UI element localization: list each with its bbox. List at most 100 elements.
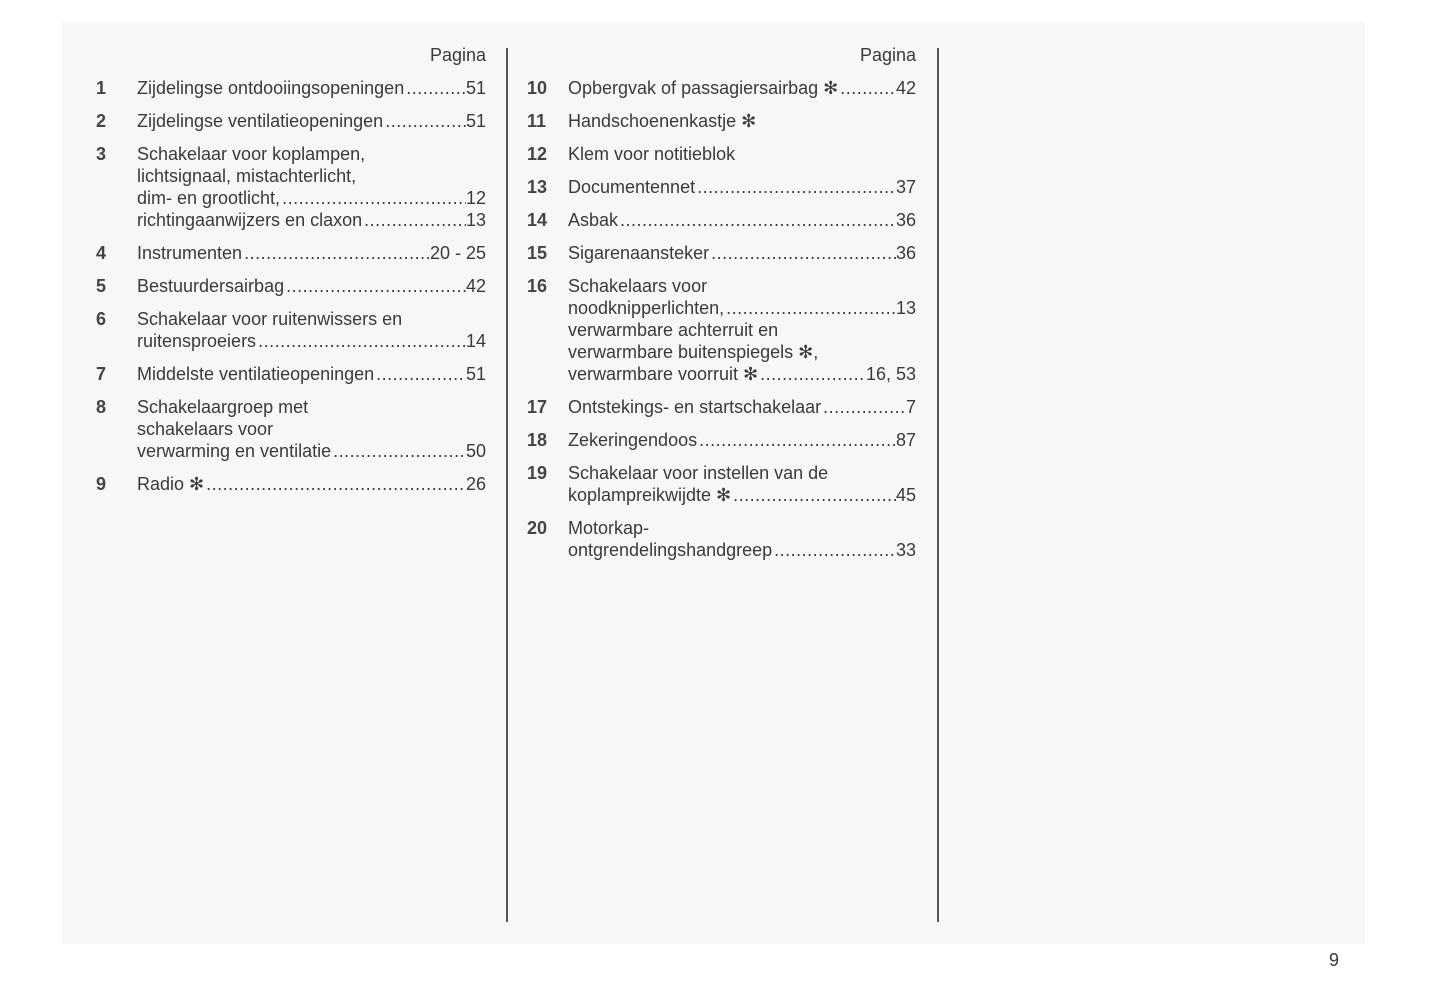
entry-number: 2: [96, 111, 107, 131]
entry-text: Schakelaar voor koplampen,: [137, 144, 366, 164]
entry-line: Opbergvak of passagiersairbag ✻ 42: [568, 77, 916, 99]
entry-text: Opbergvak of passagiersairbag ✻: [568, 78, 839, 98]
page-reference: 7: [905, 397, 916, 417]
entry-number: 19: [527, 463, 548, 483]
dot-leader: [284, 275, 466, 297]
page-reference: 45: [895, 485, 916, 505]
entry-line: Zijdelingse ventilatieopeningen 51: [137, 110, 486, 132]
page-reference: 36: [895, 210, 916, 230]
entry-number: 3: [96, 144, 107, 164]
entry-line: verwarmbare voorruit ✻ 16, 53: [568, 363, 916, 385]
page-reference: 42: [465, 276, 486, 296]
index-entry: 15 Sigarenaansteker 36: [521, 242, 916, 264]
dot-leader: [204, 473, 466, 495]
entry-text: Klem voor notitieblok: [568, 144, 736, 164]
entry-text: verwarmbare voorruit ✻: [568, 364, 759, 384]
page-reference: 13: [895, 298, 916, 318]
entry-text: Middelste ventilatieopeningen: [137, 364, 375, 384]
page-column-header: Pagina: [859, 45, 916, 65]
index-entry: 5 Bestuurdersairbag 42: [90, 275, 486, 297]
index-entry: 9 Radio ✻ 26: [90, 473, 486, 495]
entry-line: Schakelaars voor: [568, 275, 916, 297]
entry-number: 17: [527, 397, 548, 417]
entry-line: Middelste ventilatieopeningen 51: [137, 363, 486, 385]
page-reference: 36: [895, 243, 916, 263]
entry-line: Instrumenten 20 - 25: [137, 242, 486, 264]
entry-line: dim- en grootlicht, 12: [137, 187, 486, 209]
entry-text: verwarmbare achterruit en: [568, 320, 779, 340]
entry-number: 13: [527, 177, 548, 197]
dot-leader: [772, 539, 896, 561]
page-number: 9: [1329, 950, 1340, 970]
entry-line: verwarmbare buitenspiegels ✻,: [568, 341, 916, 363]
index-entry: 13 Documentennet 37: [521, 176, 916, 198]
entry-number: 15: [527, 243, 548, 263]
index-entry: 17 Ontstekings- en startschakelaar 7: [521, 396, 916, 418]
dot-leader: [242, 242, 430, 264]
column-divider: [937, 48, 939, 922]
index-entry: 8 Schakelaargroep met schakelaars voor verw…: [90, 396, 486, 462]
entry-text: Radio ✻: [137, 474, 205, 494]
page-reference: 51: [465, 364, 486, 384]
page-reference: 26: [465, 474, 486, 494]
entry-text: Instrumenten: [137, 243, 243, 263]
page-reference: 87: [895, 430, 916, 450]
entry-number: 6: [96, 309, 107, 329]
column-divider: [506, 48, 508, 922]
entry-line: verwarmbare achterruit en: [568, 319, 916, 341]
entry-text: Handschoenenkastje ✻: [568, 111, 757, 131]
page-column-header: Pagina: [429, 45, 486, 65]
entry-line: lichtsignaal, mistachterlicht,: [137, 165, 486, 187]
page-reference: 33: [895, 540, 916, 560]
entry-number: 14: [527, 210, 548, 230]
entry-line: verwarming en ventilatie 50: [137, 440, 486, 462]
page-reference: 51: [465, 111, 486, 131]
page-reference: 12: [465, 188, 486, 208]
entry-line: Schakelaar voor instellen van de: [568, 462, 916, 484]
page-reference: 42: [895, 78, 916, 98]
dot-leader: [331, 440, 466, 462]
page-reference: 14: [465, 331, 486, 351]
entry-line: richtingaanwijzers en claxon 13: [137, 209, 486, 231]
entry-text: Schakelaar voor instellen van de: [568, 463, 829, 483]
entry-text: verwarmbare buitenspiegels ✻,: [568, 342, 819, 362]
entry-text: ruitensproeiers: [137, 331, 257, 351]
page-reference: 20 - 25: [429, 243, 486, 263]
page-reference: 37: [895, 177, 916, 197]
index-column-right: Pagina 10 Opbergvak of passagiersairbag ✻ 4…: [521, 44, 916, 572]
dot-leader: [256, 330, 466, 352]
entry-text: Schakelaargroep met: [137, 397, 309, 417]
entry-text: schakelaars voor: [137, 419, 274, 439]
entry-number: 8: [96, 397, 107, 417]
entry-text: ontgrendelingshandgreep: [568, 540, 773, 560]
entry-text: Schakelaar voor ruitenwissers en: [137, 309, 403, 329]
dot-leader: [731, 484, 896, 506]
entry-text: koplampreikwijdte ✻: [568, 485, 732, 505]
entry-text: dim- en grootlicht,: [137, 188, 281, 208]
entry-number: 5: [96, 276, 107, 296]
entry-line: Bestuurdersairbag 42: [137, 275, 486, 297]
index-entry: 3 Schakelaar voor koplampen, lichtsignaal,…: [90, 143, 486, 231]
page-reference: 51: [465, 78, 486, 98]
entry-number: 10: [527, 78, 548, 98]
dot-leader: [383, 110, 466, 132]
entry-number: 11: [527, 111, 547, 131]
entry-text: richtingaanwijzers en claxon: [137, 210, 363, 230]
entry-line: ruitensproeiers 14: [137, 330, 486, 352]
entry-text: Zijdelingse ontdooiingsopeningen: [137, 78, 405, 98]
index-entry: 18 Zekeringendoos 87: [521, 429, 916, 451]
entry-text: Schakelaars voor: [568, 276, 708, 296]
entry-text: Documentennet: [568, 177, 696, 197]
index-entry: 19 Schakelaar voor instellen van de koplam…: [521, 462, 916, 506]
index-entry: 20 Motorkap-ontgrendelingshandgreep 33: [521, 517, 916, 561]
entry-text: lichtsignaal, mistachterlicht,: [137, 166, 357, 186]
dot-leader: [618, 209, 896, 231]
entry-text: Zijdelingse ventilatieopeningen: [137, 111, 384, 131]
index-entry: 6 Schakelaar voor ruitenwissers en ruitens…: [90, 308, 486, 352]
entry-number: 7: [96, 364, 107, 384]
dot-leader: [838, 77, 896, 99]
dot-leader: [280, 187, 466, 209]
entry-number: 4: [96, 243, 107, 263]
dot-leader: [821, 396, 906, 418]
